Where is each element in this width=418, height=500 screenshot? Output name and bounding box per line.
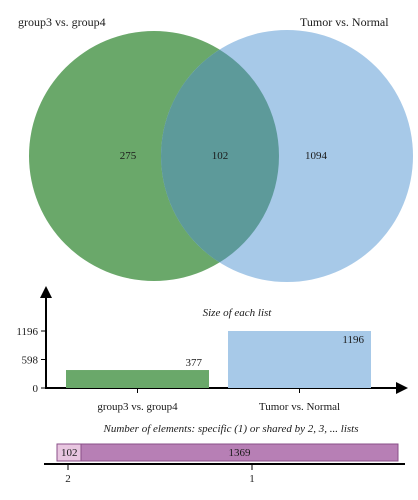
shared-chart-tick-label: 2 bbox=[65, 473, 71, 485]
shared-chart-tick-label: 1 bbox=[249, 473, 255, 485]
venn-label-set-b: Tumor vs. Normal bbox=[300, 15, 389, 29]
size-chart-value-label: 377 bbox=[186, 357, 203, 369]
size-chart-y-arrow bbox=[40, 286, 52, 298]
venn-count-set-b-only: 1094 bbox=[305, 150, 328, 162]
size-chart-tick-label: 598 bbox=[22, 355, 39, 367]
shared-chart-segment-label: 1369 bbox=[229, 447, 252, 459]
venn-count-intersection: 102 bbox=[212, 150, 229, 162]
shared-chart-title-rest: : specific (1) or shared by 2, 3, ... li… bbox=[191, 423, 358, 435]
size-chart-x-arrow bbox=[396, 382, 408, 394]
size-chart-title: Size of each list bbox=[203, 307, 273, 319]
shared-chart: Number of elements: specific (1) or shar… bbox=[44, 423, 405, 485]
size-chart-tick-label: 0 bbox=[33, 383, 39, 395]
shared-chart-segment-label: 102 bbox=[61, 447, 78, 459]
venn-intersection bbox=[160, 49, 280, 263]
size-chart-y-ticks: 1196 598 0 bbox=[16, 326, 46, 395]
size-chart: Size of each list 1196 598 0 377 group3 vs.… bbox=[16, 286, 408, 413]
size-chart-bar bbox=[228, 331, 371, 388]
shared-chart-title-em: Number of elements bbox=[103, 423, 192, 435]
shared-chart-segment bbox=[80, 443, 399, 462]
shared-chart-segments: 102 2 1369 1 bbox=[56, 443, 399, 485]
size-chart-tick-label: 1196 bbox=[16, 326, 38, 338]
size-chart-category-label: Tumor vs. Normal bbox=[259, 401, 340, 413]
venn-label-set-a: group3 vs. group4 bbox=[18, 15, 106, 29]
venn-count-set-a-only: 275 bbox=[120, 150, 137, 162]
shared-chart-title: Number of elements: specific (1) or shar… bbox=[103, 423, 359, 435]
size-chart-category-label: group3 vs. group4 bbox=[97, 401, 178, 413]
size-chart-bar bbox=[66, 370, 209, 388]
size-chart-bars: 377 group3 vs. group4 1196 Tumor vs. Normal bbox=[66, 331, 371, 413]
size-chart-value-label: 1196 bbox=[342, 334, 364, 346]
venn-diagram: group3 vs. group4 Tumor vs. Normal 275 1… bbox=[18, 15, 413, 282]
